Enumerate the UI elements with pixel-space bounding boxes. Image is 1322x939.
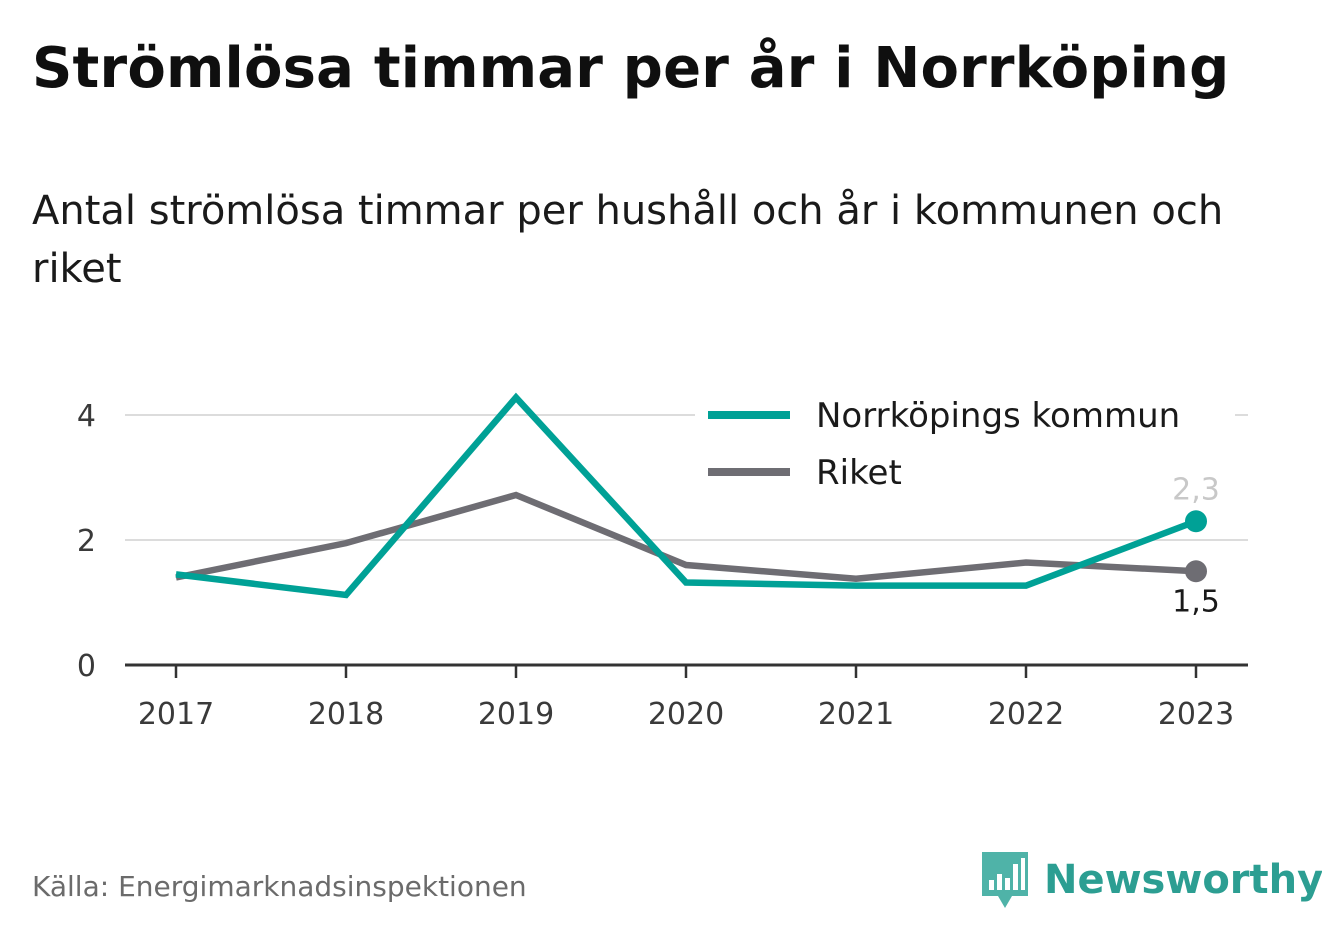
- chart-title: Strömlösa timmar per år i Norrköping: [32, 36, 1230, 101]
- y-axis-ticks: 0 2 4: [77, 399, 96, 684]
- x-tick-label: 2023: [1158, 697, 1234, 732]
- legend: Norrköpings kommun Riket: [695, 388, 1235, 498]
- x-axis: 2017 2018 2019 2020 2021 2022 2023: [125, 663, 1248, 732]
- brand-logo: Newsworthy: [980, 848, 1322, 912]
- x-tick-label: 2022: [988, 697, 1064, 732]
- x-tick-label: 2020: [648, 697, 724, 732]
- series-lines: [175, 392, 1207, 599]
- legend-label: Riket: [816, 453, 902, 493]
- x-tick-label: 2017: [138, 697, 214, 732]
- data-label: 2,3: [1172, 472, 1220, 507]
- series-end-point: [1185, 510, 1207, 533]
- chart-subtitle: Antal strömlösa timmar per hushåll och å…: [32, 188, 1224, 292]
- brand-name: Newsworthy: [1044, 857, 1322, 903]
- x-tick-label: 2021: [818, 697, 894, 732]
- x-tick-label: 2019: [478, 697, 554, 732]
- end-labels: 2,3 1,5: [1172, 472, 1220, 619]
- y-tick-label: 2: [77, 524, 96, 559]
- legend-label: Norrköpings kommun: [816, 396, 1180, 436]
- source-note: Källa: Energimarknadsinspektionen: [32, 870, 527, 903]
- bar-chart-speech-bubble-icon: [982, 852, 1028, 908]
- data-label: 1,5: [1172, 584, 1220, 619]
- legend-background: [695, 388, 1235, 498]
- y-tick-label: 0: [77, 649, 96, 684]
- x-tick-label: 2018: [308, 697, 384, 732]
- y-tick-label: 4: [77, 399, 96, 434]
- series-line: [175, 491, 1197, 583]
- series-end-point: [1185, 560, 1207, 583]
- series-line: [175, 392, 1198, 599]
